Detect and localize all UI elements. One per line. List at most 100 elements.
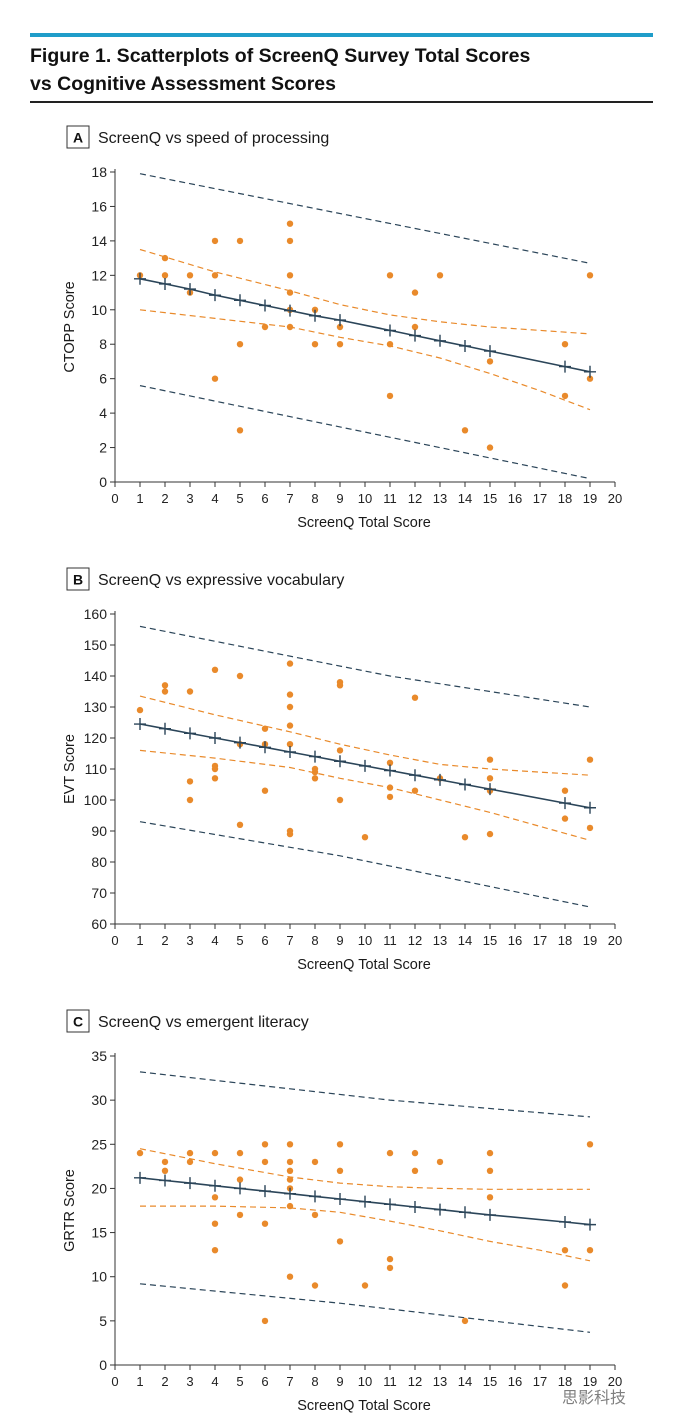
- panel-c-data-point: [561, 1282, 569, 1289]
- panel-c-data-point: [261, 1317, 269, 1325]
- panel-c-fit-marker: [284, 1187, 296, 1200]
- panel-a-data-point: [411, 323, 419, 331]
- panel-b-y-tick-label: 160: [84, 606, 108, 622]
- panel-b-x-tick-label: 11: [383, 933, 397, 948]
- panel-b-data-point: [261, 787, 269, 794]
- panel-a-fit-marker: [309, 309, 321, 322]
- panel-b-x-tick-label: 5: [236, 933, 243, 948]
- panel-a-data-point: [286, 272, 294, 279]
- panel-b-confidence-upper-line: [139, 695, 591, 776]
- panel-a-data-point: [336, 341, 344, 348]
- panel-c-fit-marker: [209, 1179, 221, 1192]
- panel-b-data-point: [561, 787, 569, 794]
- panel-c-data-point: [286, 1158, 294, 1166]
- panel-b-x-tick-label: 20: [608, 933, 622, 948]
- panel-b-prediction-lower-line: [139, 821, 591, 908]
- panel-a-data-point: [461, 427, 469, 434]
- panel-a-data-point: [186, 272, 194, 279]
- panel-a-data-point: [561, 341, 569, 348]
- panel-c-data-point: [236, 1176, 244, 1183]
- panel-c-fit-marker: [309, 1190, 321, 1203]
- panel-c-fit-marker: [459, 1206, 471, 1219]
- panel-b-label-box: [66, 567, 90, 591]
- panel-c-y-tick-label: 20: [91, 1180, 107, 1196]
- panel-a-data-point: [286, 220, 294, 227]
- panel-b-x-tick-label: 2: [161, 933, 168, 948]
- panel-b-data-point: [286, 660, 294, 667]
- panel-a-x-tick-label: 20: [608, 491, 622, 506]
- panel-a-x-tick-label: 4: [211, 491, 218, 506]
- panel-b-fit-marker: [284, 745, 296, 758]
- panel-c-data-point: [161, 1158, 169, 1166]
- panel-a-data-point: [561, 392, 569, 400]
- panel-b-y-tick-label: 60: [91, 916, 107, 932]
- panel-a-data-point: [486, 444, 494, 451]
- panel-c-data-point: [286, 1167, 294, 1175]
- panel-c-fit-marker: [159, 1174, 171, 1187]
- panel-a-data-point: [236, 237, 244, 245]
- panel-b-fit-marker: [459, 778, 471, 791]
- panel-c-data-point: [261, 1141, 269, 1148]
- panel-a-data-point: [311, 341, 319, 348]
- panel-c-data-point: [286, 1176, 294, 1183]
- panel-a-x-tick-label: 1: [136, 491, 143, 506]
- panel-c-fit-marker: [409, 1200, 421, 1213]
- panel-c-y-axis-label: GRTR Score: [62, 1169, 78, 1252]
- panel-a-x-tick-label: 13: [433, 491, 447, 506]
- panel-b-fit-marker: [234, 736, 246, 749]
- panel-a-data-point: [236, 341, 244, 348]
- panel-c-data-point: [361, 1282, 369, 1289]
- panel-c-data-point: [286, 1273, 294, 1280]
- panel-b-label: B: [73, 572, 83, 588]
- panel-b-prediction-upper-line: [139, 625, 591, 708]
- panel-b-x-tick-label: 9: [336, 933, 343, 948]
- figure-title-line-1: Figure 1. Scatterplots of ScreenQ Survey…: [30, 45, 531, 67]
- panel-c-fit-marker: [559, 1215, 571, 1228]
- panel-c-data-point: [211, 1194, 219, 1201]
- panel-a-y-tick-label: 0: [99, 474, 107, 490]
- panel-a-y-tick-label: 2: [99, 440, 107, 456]
- panel-a-x-tick-label: 5: [236, 491, 243, 506]
- panel-b-data-point: [286, 691, 294, 698]
- panel-c-data-point: [236, 1149, 244, 1157]
- panel-c-x-tick-label: 19: [583, 1374, 597, 1389]
- panel-c-data-point: [161, 1167, 169, 1175]
- panel-a-data-point: [161, 254, 169, 262]
- panel-c-y-tick-label: 5: [99, 1313, 107, 1329]
- panel-a-x-axis-label: ScreenQ Total Score: [297, 515, 431, 531]
- panel-c-data-point: [586, 1247, 594, 1254]
- panel-c-x-tick-label: 0: [111, 1374, 118, 1389]
- panel-a-fit-marker: [459, 339, 471, 352]
- panel-c-x-tick-label: 8: [311, 1374, 318, 1389]
- panel-b-data-point: [486, 756, 494, 763]
- panel-a-data-point: [436, 272, 444, 279]
- panel-b-y-tick-label: 70: [91, 885, 107, 901]
- panel-b-data-point: [486, 830, 494, 838]
- panel-b-data-point: [236, 672, 244, 680]
- panel-c-fit-marker: [434, 1203, 446, 1216]
- panel-b-data-point: [461, 834, 469, 841]
- panel-c-x-tick-label: 3: [186, 1374, 193, 1389]
- panel-b-data-point: [311, 775, 319, 782]
- panel-c-y-tick-label: 10: [91, 1269, 107, 1285]
- panel-b-data-point: [386, 784, 394, 791]
- panel-a-fit-marker: [584, 365, 596, 378]
- panel-b-x-tick-label: 19: [583, 933, 597, 948]
- panel-b-data-point: [336, 796, 344, 804]
- panel-b-data-point: [411, 787, 419, 794]
- panel-b-y-tick-label: 140: [84, 668, 108, 684]
- panel-a-data-point: [311, 306, 319, 313]
- panel-c-data-point: [411, 1167, 419, 1175]
- panel-a-fit-marker: [384, 324, 396, 337]
- panel-a-fit-marker: [484, 345, 496, 358]
- panel-a-y-tick-label: 16: [91, 198, 107, 214]
- panel-a-x-tick-label: 2: [161, 491, 168, 506]
- panel-b-y-tick-label: 150: [84, 637, 108, 653]
- panel-b-fit-marker: [184, 727, 196, 740]
- panel-a-x-tick-label: 15: [483, 491, 497, 506]
- panel-b-x-tick-label: 13: [433, 933, 447, 948]
- panel-b-data-point: [286, 830, 294, 838]
- panel-a-data-point: [411, 289, 419, 296]
- panel-c-fit-marker: [384, 1198, 396, 1211]
- panel-c-data-point: [336, 1167, 344, 1175]
